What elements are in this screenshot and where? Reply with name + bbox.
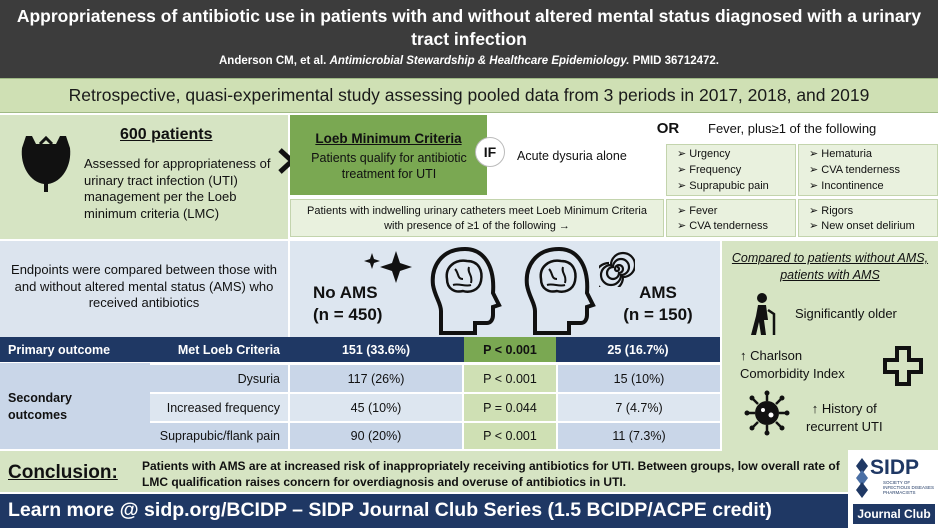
ams-panel-title: Compared to patients without AMS, patien… [731,251,929,282]
study-design-band: Retrospective, quasi-experimental study … [0,78,938,113]
history-line-2: recurrent UTI [806,419,883,434]
list-item: ➢ CVA tenderness [809,164,900,176]
catheter-criteria-list-1: ➢ Fever ➢ CVA tenderness [666,199,796,237]
endpoints-text: Endpoints were compared between those wi… [11,262,277,310]
no-ams-n: (n = 450) [313,305,383,324]
criteria-list-1: ➢ Urgency ➢ Frequency ➢ Suprapubic pain [666,144,796,196]
sparkle-icon [364,251,412,283]
table-row-no-ams: 45 (10%) [290,394,462,421]
head-brain-icon [430,246,502,335]
ams-label: AMS (n = 150) [617,282,699,326]
citation-pmid: PMID 36712472. [632,55,719,67]
logo-graphic-icon [856,458,868,498]
table-row-measure: Dysuria [150,365,288,392]
conclusion-label: Conclusion: [8,462,118,483]
no-ams-label: No AMS (n = 450) [313,282,382,326]
study-design-text: Retrospective, quasi-experimental study … [68,85,870,105]
header-bar [0,0,938,78]
secondary-label-line-1: Secondary [8,391,72,405]
conclusion-panel [0,451,848,492]
spiral-icon [599,251,635,287]
loeb-criteria-box [290,115,487,195]
head-brain-icon [524,246,596,335]
loeb-criteria-description: Patients qualify for antibiotic treatmen… [311,151,467,181]
primary-measure: Met Loeb Criteria [150,337,288,362]
citation-journal: Antimicrobial Stewardship & Healthcare E… [329,55,630,67]
if-badge: IF [475,137,505,167]
charlson-text: ↑ Charlson Comorbidity Index [740,347,845,383]
elderly-person-icon [751,293,776,335]
fever-plus-text: Fever, plus≥1 of the following [708,121,877,136]
bacteria-icon [744,390,790,436]
list-item: ➢ Frequency [677,164,742,176]
list-item: ➢ New onset delirium [809,220,915,232]
table-row-p: P < 0.001 [464,423,556,449]
primary-no-ams-value: 151 (33.6%) [288,337,464,362]
list-item: ➢ Hematuria [809,148,873,160]
primary-outcome-label: Primary outcome [0,337,150,362]
logo-subtitle: SOCIETY OF INFECTIOUS DISEASES PHARMACIS… [883,480,935,495]
older-text: Significantly older [795,306,897,321]
medical-cross-icon [883,346,923,386]
no-ams-title: No AMS [313,283,378,302]
table-row-measure: Increased frequency [150,394,288,421]
table-row-p: P < 0.001 [464,365,556,392]
history-line-1: ↑ History of [811,401,877,416]
logo-journal-club: Journal Club [853,504,935,524]
logo-name: SIDP [870,456,920,479]
criteria-list-2: ➢ Hematuria ➢ CVA tenderness ➢ Incontine… [798,144,938,196]
list-item: ➢ Suprapubic pain [677,180,769,192]
primary-ams-value: 25 (16.7%) [556,337,720,362]
list-item: ➢ Incontinence [809,180,884,192]
table-row-p: P = 0.044 [464,394,556,421]
footer-bar [0,494,938,528]
history-uti-text: ↑ History of recurrent UTI [806,400,883,436]
list-item: ➢ CVA tenderness [677,220,768,232]
footer-link-text[interactable]: Learn more @ sidp.org/BCIDP – SIDP Journ… [8,499,772,521]
endpoints-panel [0,241,288,337]
primary-p-value: P < 0.001 [464,337,556,362]
secondary-label-line-2: outcomes [8,408,68,422]
loeb-criteria-title: Loeb Minimum Criteria [315,131,462,146]
intro-description: Assessed for appropriateness of urinary … [84,156,271,221]
conclusion-text: Patients with AMS are at increased risk … [142,459,840,489]
page-title: Appropriateness of antibiotic use in pat… [16,6,922,49]
secondary-outcome-label-cell [0,363,150,449]
ams-n: (n = 150) [623,305,693,324]
bladder-icon [21,135,71,192]
table-row-ams: 7 (4.7%) [558,394,720,421]
table-row-no-ams: 117 (26%) [290,365,462,392]
catheter-criteria-list-2: ➢ Rigors ➢ New onset delirium [798,199,938,237]
list-item: ➢ Urgency [677,148,731,160]
citation: Anderson CM, et al. Antimicrobial Stewar… [0,55,938,67]
secondary-outcome-label: Secondary outcomes [8,390,72,424]
list-item: ➢ Rigors [809,205,854,217]
table-row-ams: 11 (7.3%) [558,423,720,449]
patient-count: 600 patients [120,126,213,143]
comparison-panel [290,241,720,337]
dysuria-alone-text: Acute dysuria alone [517,149,627,163]
catheter-text: Patients with indwelling urinary cathete… [307,205,647,232]
ams-title: AMS [639,283,677,302]
citation-authors: Anderson CM, et al. [219,55,327,67]
or-badge: OR [652,114,684,144]
charlson-line-2: Comorbidity Index [740,366,845,381]
table-row-measure: Suprapubic/flank pain [150,423,288,449]
catheter-box [290,199,664,237]
list-item: ➢ Fever [677,205,718,217]
table-row-no-ams: 90 (20%) [290,423,462,449]
table-row-ams: 15 (10%) [558,365,720,392]
charlson-line-1: ↑ Charlson [740,348,803,363]
